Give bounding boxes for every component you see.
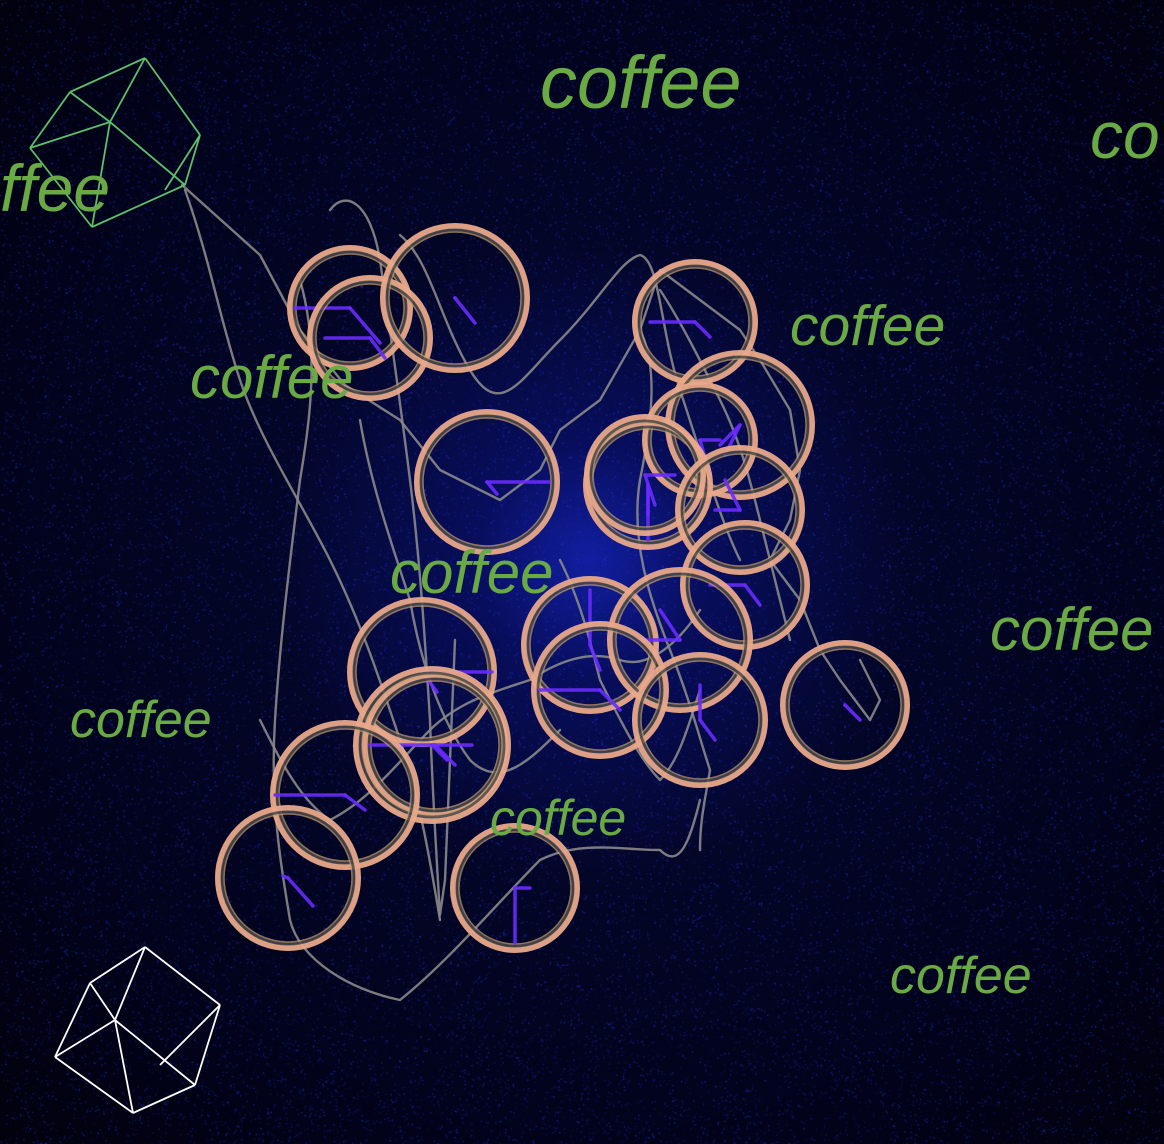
clock-ring (780, 640, 910, 770)
clock-ring (307, 275, 433, 401)
clock-hand (286, 876, 315, 908)
clock-ring (414, 409, 560, 555)
clock-ring (675, 445, 805, 575)
word-coffee-right-upper: coffee (790, 294, 946, 358)
word-coffee-lower-center: coffee (490, 790, 627, 846)
clock-hand (598, 688, 622, 712)
cube-wireframe-icon (54, 946, 221, 1114)
clock-hand (368, 336, 387, 360)
clock-hand (843, 703, 862, 722)
clock-ring (632, 652, 768, 788)
scribble-line (658, 288, 792, 642)
clock-ring (632, 259, 758, 385)
scribble-line (558, 558, 702, 782)
clock-ring (270, 720, 420, 870)
clock-ring (607, 567, 753, 713)
clock-hand (743, 583, 762, 607)
word-coffee-bottom-right: coffee (890, 947, 1032, 1005)
clock-hand (658, 608, 682, 642)
word-coffee-left-upper: coffee (190, 344, 354, 411)
word-ffee-top-left: ffee (0, 151, 111, 225)
clock-ring (380, 223, 530, 373)
clock-hand (588, 643, 602, 672)
clock-hand (453, 296, 477, 325)
clock-hand (348, 306, 382, 345)
clock-ring (521, 576, 659, 714)
word-coffee-left-mid: coffee (70, 691, 212, 749)
clock-hand (433, 743, 457, 767)
word-co-top-right: co (1090, 98, 1160, 172)
clock-hand (343, 793, 367, 812)
clock-ring (531, 621, 669, 759)
clock-ring (353, 666, 511, 824)
clock-hand (430, 743, 449, 762)
clock-hand (643, 473, 657, 507)
cube-wireframe-icon (29, 57, 201, 228)
clock-rings (215, 223, 910, 953)
clock-hand (723, 478, 742, 512)
scribble-line (258, 608, 702, 822)
clock-ring (450, 823, 580, 953)
word-coffee-right-mid: coffee (990, 596, 1154, 663)
clock-hand (485, 480, 499, 496)
word-coffee-center: coffee (390, 539, 554, 606)
clock-hand (693, 320, 712, 339)
word-coffee-top: coffee (540, 41, 742, 124)
clock-ring (215, 805, 361, 951)
clock-hand (698, 718, 717, 742)
scribble-line (398, 233, 742, 562)
